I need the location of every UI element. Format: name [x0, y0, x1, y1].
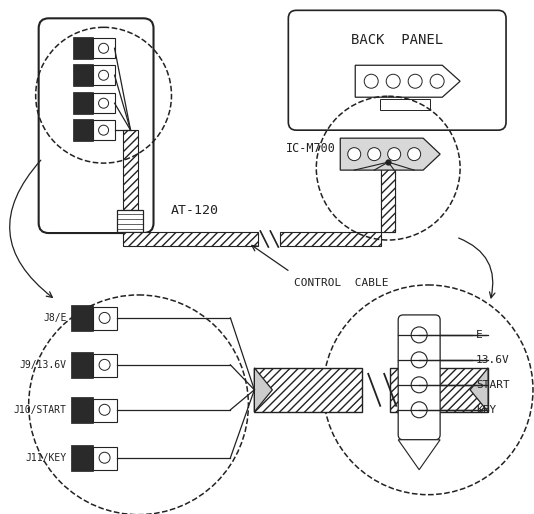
Bar — [123, 130, 138, 210]
Circle shape — [388, 148, 400, 161]
Bar — [70, 445, 92, 471]
Bar — [73, 119, 92, 141]
Circle shape — [411, 327, 427, 343]
Bar — [92, 93, 115, 113]
FancyBboxPatch shape — [398, 315, 440, 440]
Bar — [70, 397, 92, 423]
Bar — [70, 352, 92, 378]
Bar — [73, 64, 92, 86]
Bar — [70, 305, 92, 331]
Bar — [92, 307, 116, 330]
Text: AT-120: AT-120 — [170, 204, 218, 216]
Circle shape — [364, 74, 378, 88]
Polygon shape — [340, 138, 440, 170]
Text: IC-M700: IC-M700 — [286, 142, 336, 155]
Bar — [390, 368, 488, 412]
Bar — [381, 162, 395, 232]
Text: J10/START: J10/START — [14, 405, 67, 415]
Circle shape — [348, 148, 361, 161]
Bar — [73, 92, 92, 114]
Bar — [280, 232, 381, 246]
Bar — [92, 354, 116, 377]
Circle shape — [99, 70, 108, 80]
Circle shape — [411, 402, 427, 418]
Bar — [123, 232, 258, 246]
Text: J8/E: J8/E — [43, 313, 67, 323]
Circle shape — [411, 377, 427, 393]
Circle shape — [99, 359, 110, 371]
Text: J11/KEY: J11/KEY — [26, 453, 67, 463]
Text: J9/13.6V: J9/13.6V — [20, 360, 67, 370]
Bar — [92, 447, 116, 470]
Bar — [254, 368, 362, 412]
Text: CONTROL  CABLE: CONTROL CABLE — [294, 278, 389, 288]
Polygon shape — [355, 65, 460, 97]
Text: E: E — [476, 330, 483, 340]
FancyBboxPatch shape — [288, 10, 506, 130]
Bar — [73, 38, 92, 59]
Circle shape — [386, 74, 400, 88]
Circle shape — [99, 98, 108, 108]
Polygon shape — [470, 368, 488, 412]
Circle shape — [430, 74, 444, 88]
Text: 13.6V: 13.6V — [476, 355, 510, 365]
Bar — [92, 120, 115, 140]
Bar — [117, 210, 143, 232]
Bar — [92, 39, 115, 58]
Text: KEY: KEY — [476, 405, 496, 415]
Circle shape — [99, 43, 108, 53]
Circle shape — [368, 148, 381, 161]
Polygon shape — [398, 440, 440, 470]
Circle shape — [99, 452, 110, 463]
Polygon shape — [254, 368, 272, 412]
Circle shape — [408, 74, 422, 88]
Bar — [92, 65, 115, 85]
Circle shape — [99, 125, 108, 135]
Circle shape — [99, 405, 110, 415]
Text: BACK  PANEL: BACK PANEL — [351, 33, 443, 47]
Text: START: START — [476, 380, 510, 390]
Circle shape — [407, 148, 421, 161]
Bar — [381, 162, 395, 232]
Circle shape — [99, 313, 110, 323]
Bar — [92, 399, 116, 422]
Bar — [380, 99, 430, 110]
FancyBboxPatch shape — [38, 19, 153, 233]
Circle shape — [411, 352, 427, 368]
